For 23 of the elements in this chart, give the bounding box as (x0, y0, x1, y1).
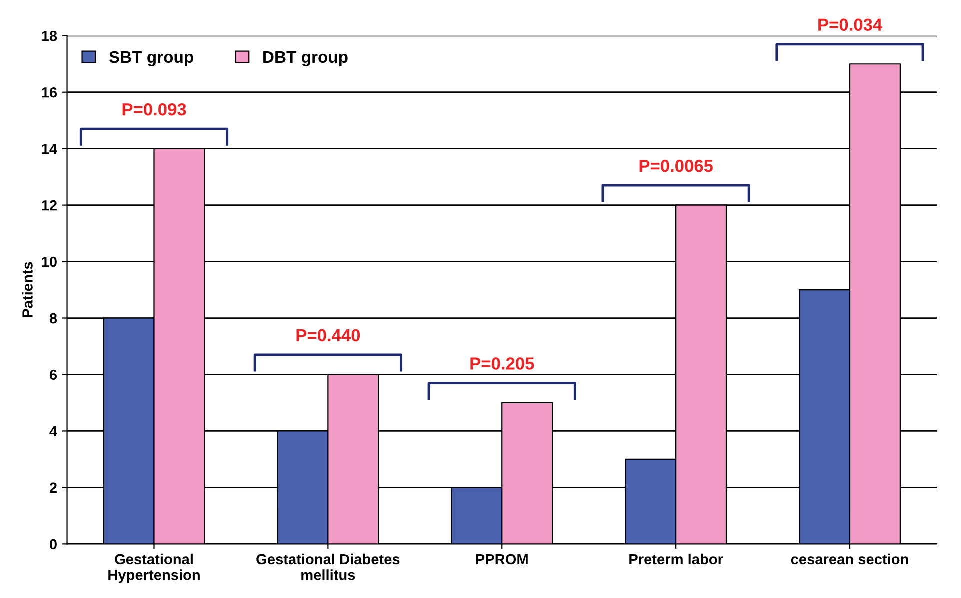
y-tick-label: 16 (42, 87, 58, 98)
y-tick-label: 8 (50, 313, 58, 324)
annotation: P=0.093 (122, 103, 186, 116)
y-tick-label: 14 (42, 144, 58, 154)
y-tick-label: 0 (50, 539, 57, 550)
y-tick-label: 10 (42, 256, 57, 268)
annotation: P=0.205 (470, 358, 534, 370)
x-tick-label: cesarean section (791, 554, 908, 565)
y-tick-label: 12 (42, 200, 57, 211)
y-axis-title: Patients (22, 262, 33, 318)
y-tick-label: 2 (50, 482, 57, 493)
x-tick-label: Gestational Hypertension (108, 554, 200, 584)
text: P=0.034 (818, 18, 882, 32)
annotation: P=0.0065 (640, 160, 713, 172)
y-tick-label: 6 (50, 370, 58, 380)
y-tick-label: 4 (50, 426, 58, 437)
x-tick-label: Preterm labor (630, 554, 724, 565)
y-tick-label: 18 (42, 30, 58, 42)
x-tick-label: PPROM (476, 554, 528, 565)
x-tick-label: Gestational Diabetes mellitus (256, 554, 400, 580)
legend-label: DBT group (264, 51, 348, 66)
legend-label: SBT group (109, 51, 194, 66)
annotation: P=0.440 (296, 329, 360, 342)
